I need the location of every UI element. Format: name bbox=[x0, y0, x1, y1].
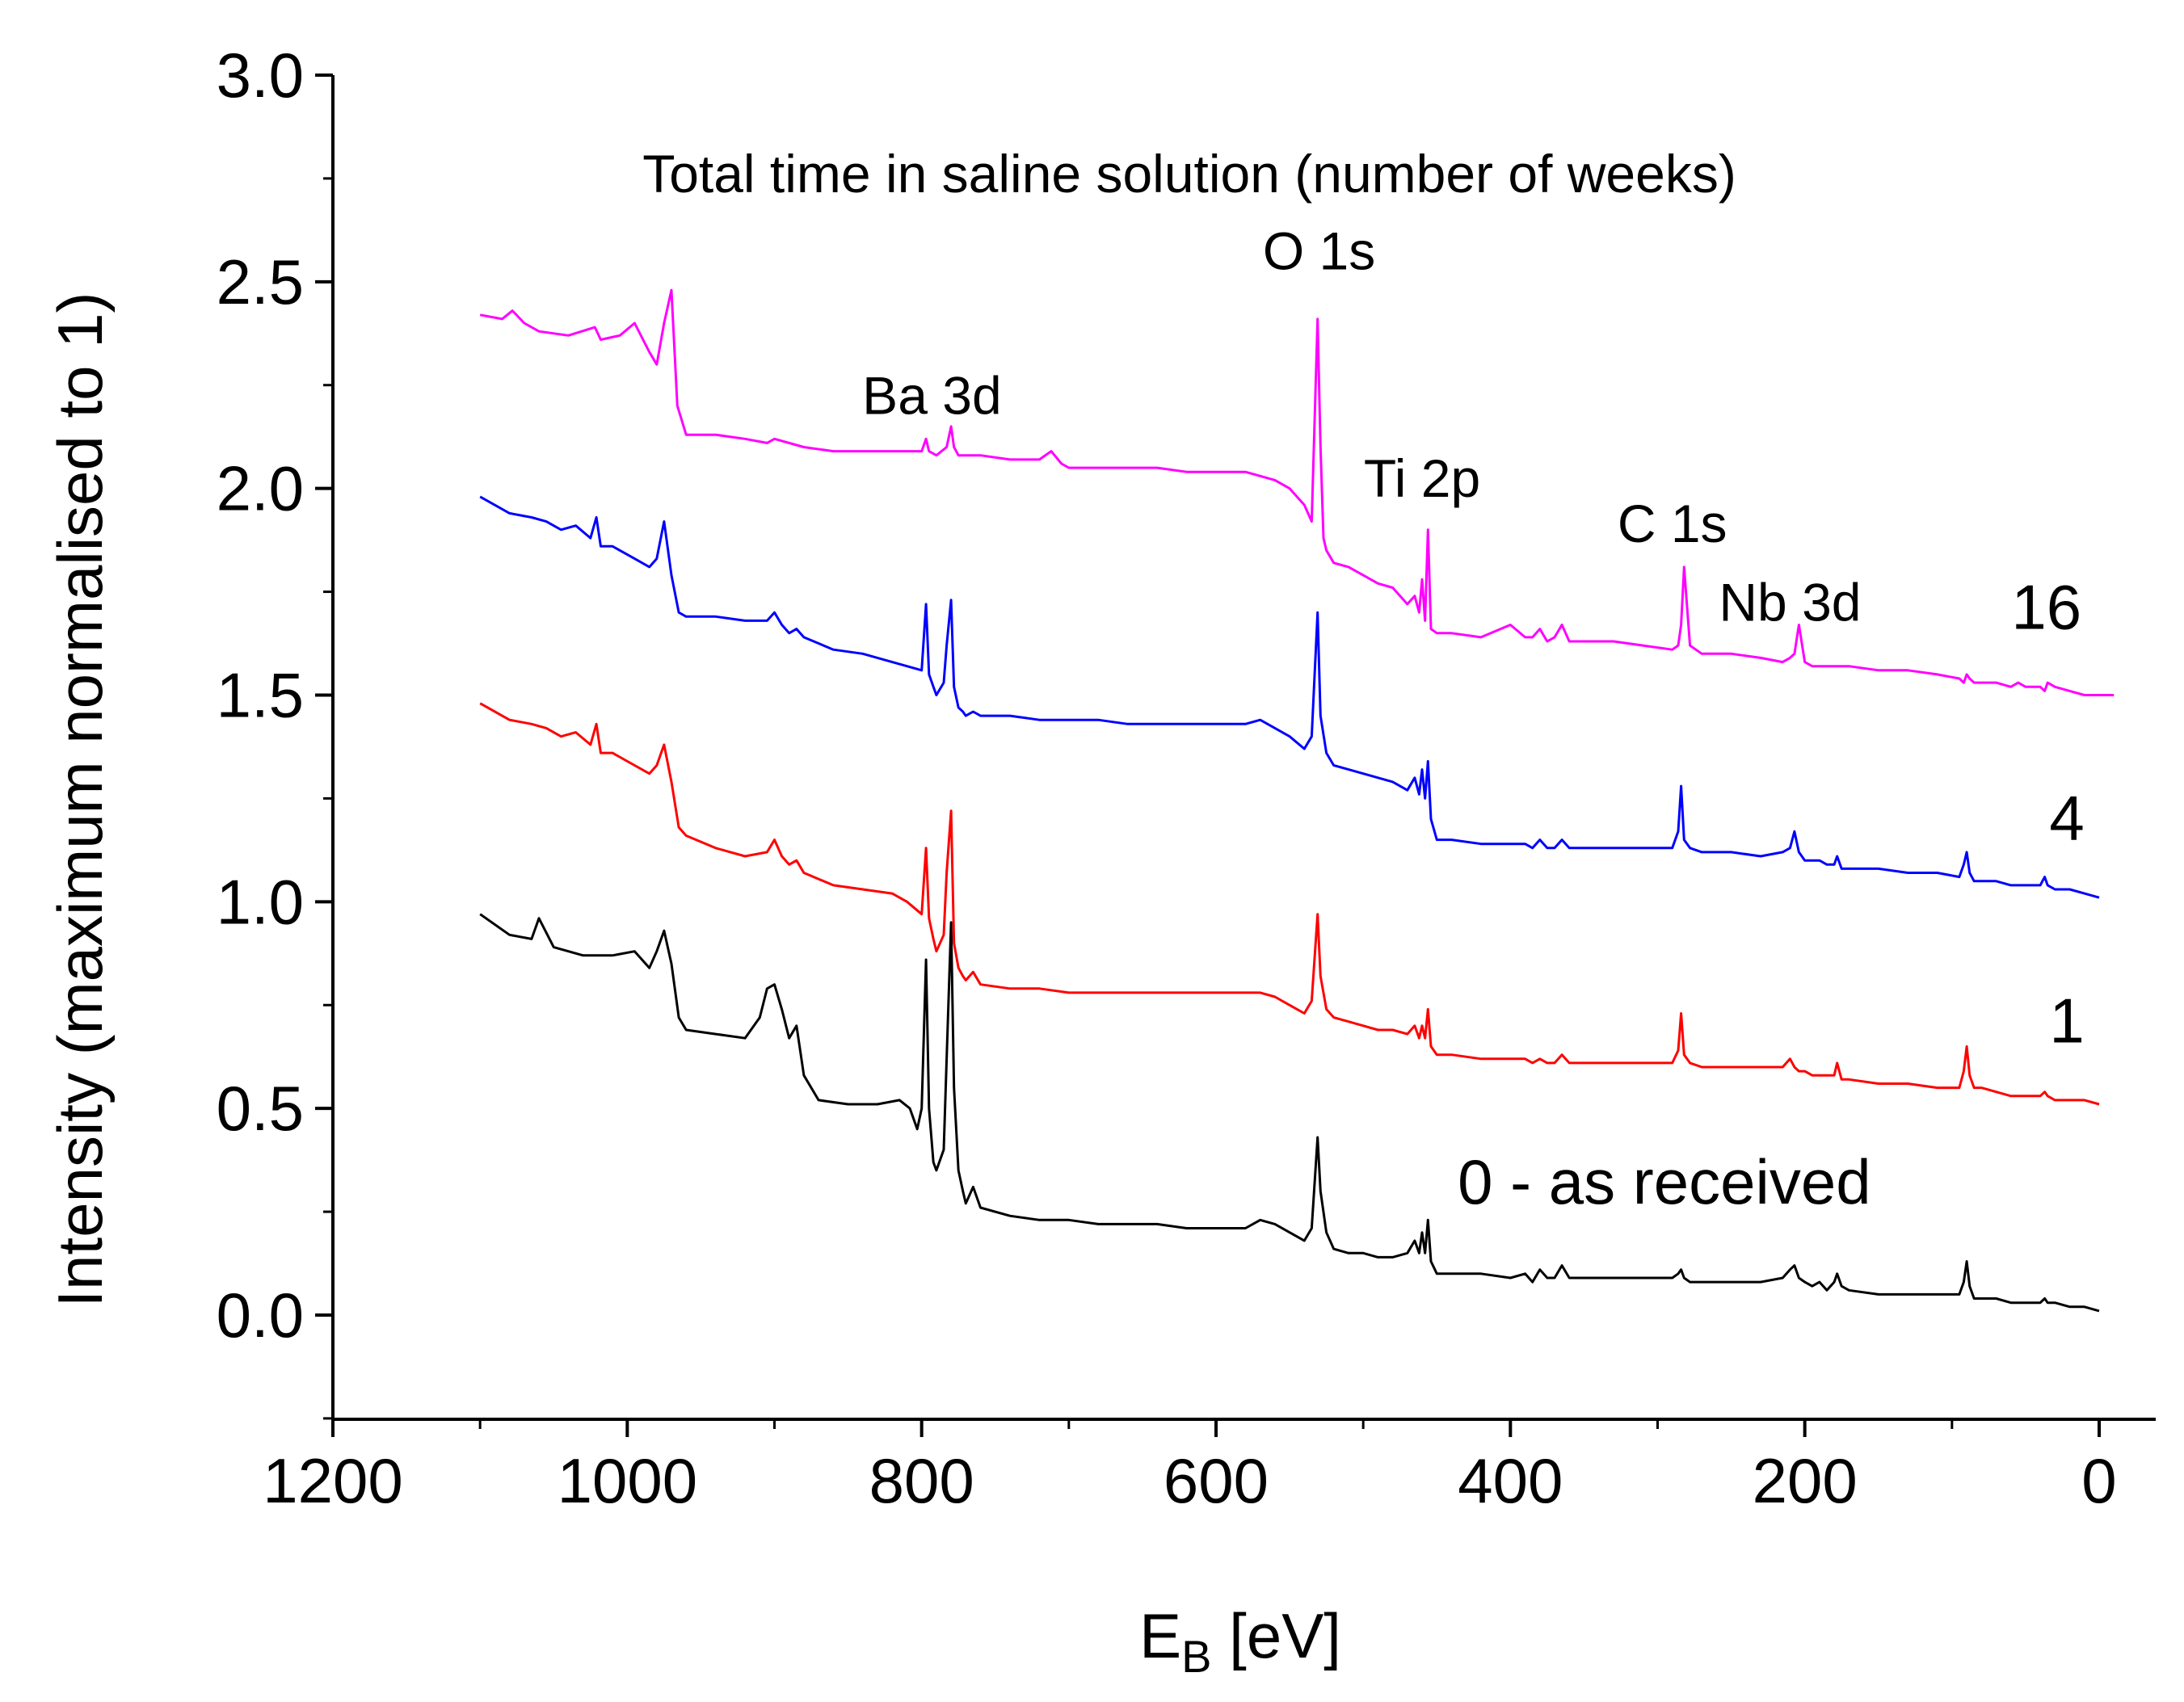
curve-label-16: 16 bbox=[2011, 572, 2081, 643]
curve-label-1: 1 bbox=[2049, 985, 2084, 1056]
y-tick-label: 0.5 bbox=[217, 1073, 304, 1144]
series-line-0-as-received bbox=[479, 913, 2100, 1313]
x-axis-ticks: 1200 1000 800 600 400 200 0 bbox=[263, 1419, 2117, 1516]
x-tick-label: 1200 bbox=[263, 1445, 403, 1516]
x-tick-label: 200 bbox=[1753, 1445, 1858, 1516]
x-axis-title-main: E bbox=[1139, 1600, 1181, 1671]
x-tick-label: 0 bbox=[2081, 1445, 2116, 1516]
x-tick-label: 400 bbox=[1458, 1445, 1563, 1516]
x-axis-title: EB [eV] bbox=[1139, 1600, 1341, 1682]
y-tick-label: 1.5 bbox=[217, 660, 304, 731]
peak-label-ti-2p: Ti 2p bbox=[1364, 448, 1480, 508]
series-line-4 bbox=[479, 495, 2100, 899]
x-tick-label: 800 bbox=[869, 1445, 974, 1516]
peak-label-nb-3d: Nb 3d bbox=[1719, 572, 1861, 632]
plot-area bbox=[331, 75, 2156, 1421]
series-line-1 bbox=[479, 702, 2100, 1106]
x-axis-title-subscript: B bbox=[1181, 1631, 1211, 1682]
y-tick-label: 0.0 bbox=[217, 1280, 304, 1351]
series-line-16 bbox=[479, 288, 2115, 696]
x-tick-label: 600 bbox=[1164, 1445, 1269, 1516]
peak-label-ba-3d: Ba 3d bbox=[862, 366, 1001, 426]
curve-label-0-as-received: 0 - as received bbox=[1458, 1146, 1871, 1217]
series-group bbox=[479, 288, 2115, 1313]
annotations: O 1s Ba 3d Ti 2p C 1s Nb 3d bbox=[862, 221, 1861, 632]
peak-label-c-1s: C 1s bbox=[1618, 494, 1727, 553]
x-axis-title-unit: [eV] bbox=[1211, 1600, 1340, 1671]
y-tick-label: 3.0 bbox=[217, 40, 304, 111]
y-tick-label: 2.0 bbox=[217, 453, 304, 524]
peak-label-o-1s: O 1s bbox=[1263, 221, 1375, 280]
chart-title: Total time in saline solution (number of… bbox=[642, 144, 1736, 204]
curve-labels: 0 - as received 1 4 16 bbox=[1458, 572, 2085, 1217]
y-axis-title: Intensity (maximum normalised to 1) bbox=[44, 292, 116, 1307]
x-tick-label: 1000 bbox=[558, 1445, 698, 1516]
curve-label-4: 4 bbox=[2049, 783, 2084, 854]
y-tick-label: 1.0 bbox=[217, 866, 304, 937]
y-tick-label: 2.5 bbox=[217, 246, 304, 317]
y-axis-ticks: 0.0 0.5 1.0 1.5 2.0 2.5 3.0 bbox=[217, 40, 333, 1420]
